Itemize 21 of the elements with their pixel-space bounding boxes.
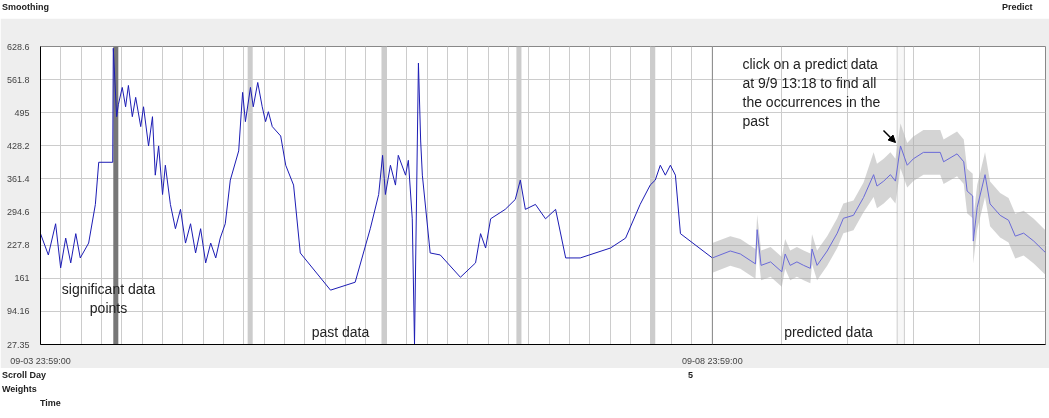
- text: Time: [40, 397, 61, 410]
- y-tick-label: 27.35: [6, 339, 30, 350]
- text: Scroll Day: [2, 369, 47, 382]
- y-tick-label: 227.8: [6, 240, 30, 251]
- y-tick-label: 361.4: [6, 173, 30, 184]
- y-tick-label: 161: [14, 273, 30, 284]
- annotation: past data: [311, 323, 370, 340]
- y-tick-label: 561.8: [6, 74, 30, 85]
- text: Weights: [2, 383, 37, 396]
- y-tick-label: 94.16: [6, 306, 30, 317]
- annotation: click on a predict data at 9/9 13:18 to find all the occurrences in the past: [742, 55, 881, 130]
- x-tick-label: 09-03 23:59:00: [10, 355, 71, 366]
- y-tick-label: 495: [14, 107, 30, 118]
- y-tick-label: 628.6: [6, 41, 30, 52]
- text: Smoothing: [2, 1, 49, 14]
- annotation: predicted data: [784, 323, 874, 340]
- x-tick-label: 09-08 23:59:00: [682, 355, 743, 366]
- y-tick-label: 428.2: [6, 140, 30, 151]
- text: 5: [688, 369, 694, 382]
- y-tick-label: 294.6: [6, 207, 30, 218]
- text: Predict: [1002, 1, 1033, 14]
